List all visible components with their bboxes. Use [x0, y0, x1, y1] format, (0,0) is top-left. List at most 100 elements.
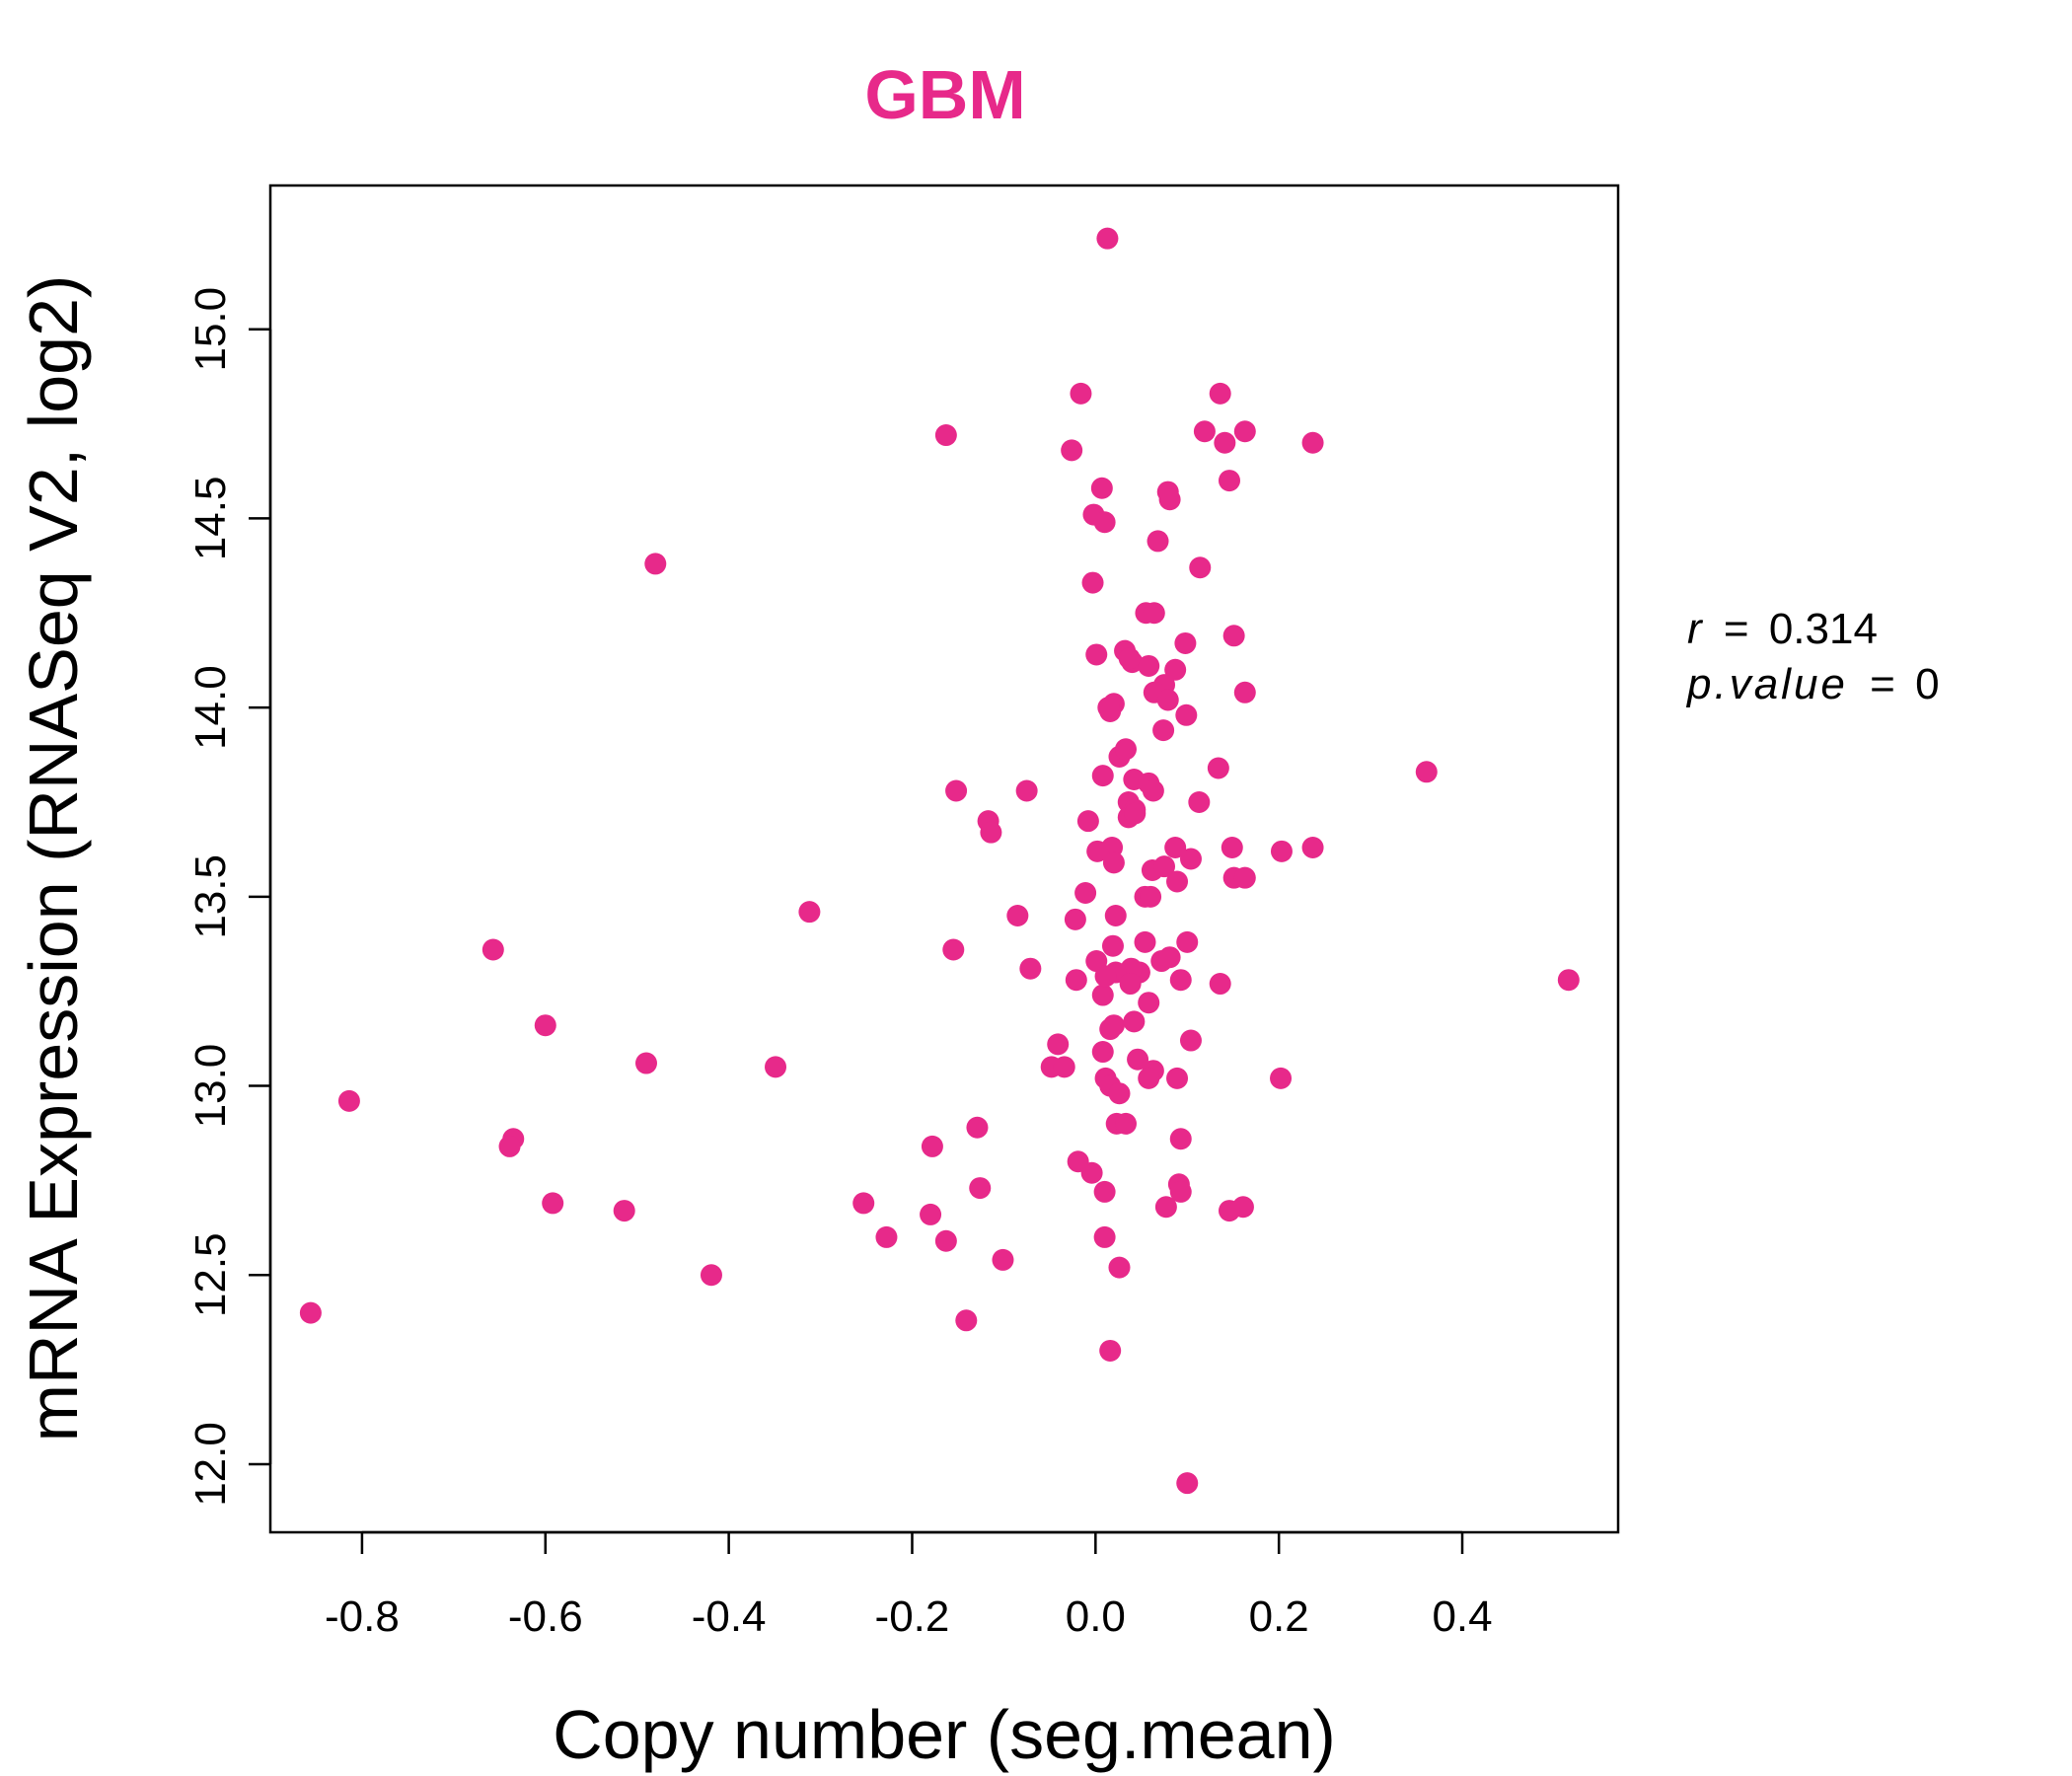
- data-point: [613, 1200, 635, 1222]
- data-point: [992, 1248, 1014, 1271]
- data-point: [1076, 810, 1099, 833]
- data-point: [1093, 1225, 1116, 1248]
- data-point: [1124, 802, 1147, 825]
- data-point: [1093, 1180, 1116, 1203]
- data-point: [1218, 470, 1240, 492]
- data-point: [1065, 969, 1087, 992]
- data-point: [1222, 625, 1245, 647]
- data-point: [1153, 855, 1176, 878]
- data-point: [1096, 227, 1119, 250]
- data-point: [921, 1135, 943, 1157]
- data-point: [1152, 719, 1175, 742]
- data-point: [1127, 1048, 1149, 1071]
- data-point: [1221, 836, 1243, 858]
- p-value: 0: [1915, 660, 1939, 708]
- data-point: [1164, 836, 1187, 858]
- data-point: [1158, 488, 1181, 511]
- y-tick-label: 12.0: [186, 1422, 235, 1507]
- data-point: [1270, 1067, 1293, 1089]
- data-point: [1053, 1056, 1075, 1078]
- data-point: [337, 1089, 360, 1112]
- p-symbol: p.value: [1685, 660, 1848, 708]
- data-point: [1101, 934, 1124, 957]
- data-point: [1301, 431, 1324, 454]
- data-point: [700, 1264, 722, 1287]
- data-point: [1094, 965, 1117, 988]
- data-point: [498, 1135, 521, 1157]
- data-points: [299, 227, 1580, 1495]
- data-point: [1188, 790, 1211, 813]
- data-point: [1179, 1029, 1202, 1052]
- data-point: [1093, 511, 1116, 534]
- data-point: [1209, 973, 1231, 996]
- p-equals: =: [1870, 660, 1895, 708]
- data-point: [1193, 420, 1216, 443]
- data-point: [798, 901, 821, 924]
- data-point: [1123, 1010, 1146, 1033]
- data-point: [1176, 1472, 1199, 1495]
- data-point: [945, 779, 968, 802]
- data-point: [765, 1056, 787, 1078]
- data-point: [1218, 1200, 1240, 1222]
- data-point: [1080, 1161, 1103, 1184]
- plot-area-frame: [268, 184, 1620, 1534]
- data-point: [966, 1116, 989, 1139]
- data-point: [1070, 382, 1092, 405]
- data-point: [1143, 602, 1165, 625]
- r-value: 0.314: [1769, 605, 1878, 653]
- data-point: [1015, 779, 1038, 802]
- data-point: [1102, 851, 1125, 874]
- data-point: [634, 1052, 657, 1074]
- y-tick-label: 13.5: [186, 854, 235, 939]
- data-point: [1270, 840, 1293, 862]
- data-point: [1114, 738, 1137, 761]
- data-point: [1138, 1067, 1160, 1089]
- data-point: [1415, 761, 1438, 783]
- data-point: [1142, 779, 1164, 802]
- data-point: [481, 938, 504, 961]
- y-tick-label: 13.0: [186, 1044, 235, 1129]
- data-point: [1214, 431, 1236, 454]
- data-point: [1108, 1256, 1131, 1279]
- data-point: [934, 424, 957, 447]
- chart-title: GBM: [864, 56, 1025, 133]
- data-point: [1209, 382, 1231, 405]
- x-tick-label: 0.0: [1066, 1592, 1126, 1641]
- data-point: [644, 553, 667, 575]
- x-tick-label: -0.6: [508, 1592, 583, 1641]
- data-point: [955, 1309, 978, 1332]
- data-point: [1138, 992, 1160, 1014]
- data-point: [1138, 654, 1160, 677]
- y-tick-label: 14.5: [186, 477, 235, 561]
- data-point: [1175, 703, 1198, 726]
- data-point: [1064, 908, 1086, 930]
- data-point: [1099, 1018, 1122, 1041]
- data-point: [1019, 957, 1042, 980]
- data-point: [1169, 1180, 1192, 1203]
- data-point: [1086, 840, 1109, 862]
- data-point: [1061, 439, 1083, 462]
- data-point: [934, 1229, 957, 1252]
- y-tick-label: 14.0: [186, 665, 235, 750]
- data-point: [1301, 836, 1324, 858]
- x-tick-label: 0.4: [1432, 1592, 1492, 1641]
- data-point: [1207, 757, 1229, 779]
- data-point: [1174, 631, 1197, 654]
- data-point: [1169, 969, 1192, 992]
- data-point: [1233, 420, 1256, 443]
- data-point: [1179, 848, 1202, 870]
- data-point: [1233, 681, 1256, 703]
- data-point: [1114, 1112, 1137, 1135]
- data-point: [1118, 647, 1141, 670]
- r-symbol: r: [1687, 605, 1704, 653]
- data-point: [1090, 477, 1113, 499]
- data-point: [1166, 1067, 1189, 1089]
- data-point: [980, 821, 1002, 844]
- data-point: [1156, 689, 1179, 711]
- x-tick-label: 0.2: [1249, 1592, 1309, 1641]
- data-point: [299, 1301, 322, 1324]
- data-point: [1154, 1196, 1177, 1219]
- data-point: [1085, 643, 1108, 666]
- data-point: [1074, 882, 1097, 905]
